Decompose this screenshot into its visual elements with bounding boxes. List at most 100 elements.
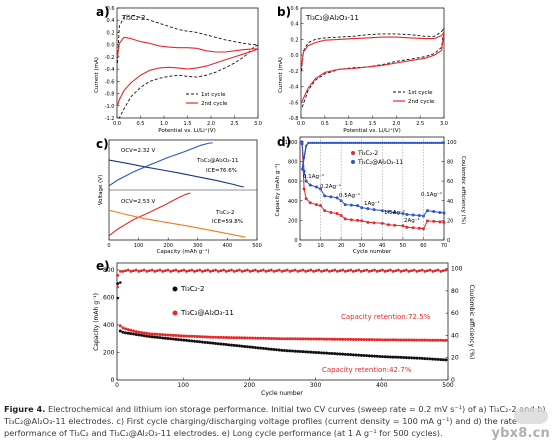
e-point-0-44 bbox=[232, 343, 236, 347]
e-point-0-90 bbox=[354, 353, 358, 357]
e-point-1-85 bbox=[341, 337, 345, 341]
e-ytick-label-0: 0 bbox=[111, 377, 115, 384]
e-point-1-72 bbox=[306, 337, 310, 341]
e-point-1-109 bbox=[404, 338, 408, 342]
c-xtick-label-5: 500 bbox=[252, 243, 262, 249]
e-point-1-47 bbox=[240, 336, 244, 340]
d-ce-point-26 bbox=[354, 141, 357, 144]
panel-a-legend-1: 1st cycle bbox=[201, 92, 226, 98]
e-point-0-88 bbox=[349, 353, 353, 357]
figure-canvas: a) Ti₃C₂-2 Current (mA) Potential vs. Li… bbox=[93, 5, 475, 397]
d-point-0-4 bbox=[314, 203, 318, 207]
e-point-1-22 bbox=[174, 333, 178, 337]
d-point-1-7 bbox=[329, 195, 333, 199]
e-ce-3-52 bbox=[254, 268, 257, 272]
d-xtick-label-1: 10 bbox=[317, 243, 323, 249]
d-point-1-15 bbox=[372, 208, 376, 212]
e-ce-3-42 bbox=[227, 269, 231, 272]
e-point-0-64 bbox=[285, 349, 289, 353]
e-point-1-15 bbox=[155, 332, 159, 336]
a-xtick-label-0: 0.0 bbox=[113, 121, 121, 127]
d-point-0-13 bbox=[360, 219, 364, 223]
e-point-0-124 bbox=[444, 358, 448, 362]
e-point-0-73 bbox=[309, 350, 313, 354]
e-point-0-56 bbox=[264, 347, 268, 351]
e-point-0-20 bbox=[169, 337, 173, 341]
e-ce-3-9 bbox=[140, 269, 143, 272]
a-ytick-label-1: -1.0 bbox=[105, 104, 115, 110]
b-ytick-label-0: -0.8 bbox=[289, 116, 299, 122]
panel-b-legend-1: 1st cycle bbox=[408, 90, 433, 96]
c-series-3 bbox=[108, 209, 246, 238]
e-point-1-6 bbox=[132, 329, 136, 333]
e-ce-3-17 bbox=[161, 270, 164, 273]
a-series-1 bbox=[116, 36, 259, 106]
a-ytick-label-3: -0.6 bbox=[105, 79, 115, 85]
e-point-0-122 bbox=[439, 358, 443, 362]
d-point-0-15 bbox=[372, 221, 376, 225]
e-point-0-40 bbox=[222, 342, 226, 346]
e-point-0-54 bbox=[259, 346, 263, 350]
e-point-1-93 bbox=[362, 338, 366, 342]
e-point-1-37 bbox=[214, 335, 218, 339]
panel-e-legend-2: Ti₃C₂@Al₂O₃-11 bbox=[180, 309, 234, 317]
d-xtick-label-3: 30 bbox=[359, 243, 365, 249]
d-ce-point-5 bbox=[311, 141, 314, 144]
e-point-0-12 bbox=[147, 335, 151, 339]
d-point-0-21 bbox=[411, 226, 415, 230]
e-point-1-43 bbox=[230, 336, 234, 340]
e2-ytick-label-0: 0 bbox=[451, 377, 455, 384]
d-ce-point-53 bbox=[409, 141, 413, 144]
a-ytick-label-6: 0.0 bbox=[107, 43, 115, 49]
e-point-1-23 bbox=[177, 334, 181, 338]
b-ytick-label-6: 0.4 bbox=[291, 22, 299, 28]
e-point-0-41 bbox=[224, 343, 228, 347]
d-point-0-20 bbox=[405, 225, 409, 229]
e-ce-3-108 bbox=[402, 269, 405, 272]
e-ce-3-62 bbox=[280, 270, 284, 273]
b-series-1 bbox=[300, 31, 445, 103]
e-ce-3-100 bbox=[381, 268, 384, 272]
e-ce-3-18 bbox=[164, 269, 167, 272]
panel-d-frame bbox=[299, 136, 445, 241]
watermark-badge bbox=[514, 408, 548, 424]
e-ce-3-116 bbox=[423, 270, 427, 273]
e-point-0-10 bbox=[142, 334, 146, 338]
e-point-1-74 bbox=[312, 337, 316, 341]
b-ytick-label-3: -0.2 bbox=[289, 69, 299, 75]
e-point-0-22 bbox=[174, 337, 178, 341]
e-point-1-67 bbox=[293, 337, 297, 341]
e-point-1-96 bbox=[370, 338, 374, 342]
e-point-0-7 bbox=[134, 332, 138, 336]
d-ce-point-11 bbox=[323, 141, 326, 144]
d-ce-point-2 bbox=[305, 144, 308, 147]
e-point-1-88 bbox=[349, 337, 353, 341]
e-point-0-89 bbox=[351, 353, 355, 357]
d-point-0-24 bbox=[426, 219, 430, 223]
d-point-1-6 bbox=[323, 194, 327, 198]
e-point-1-59 bbox=[272, 337, 276, 341]
e-point-0-83 bbox=[335, 352, 339, 356]
d-ce-point-33 bbox=[368, 141, 372, 144]
e-ce-3-22 bbox=[174, 268, 178, 272]
d-ce-point-45 bbox=[393, 141, 396, 144]
e-ce-3-89 bbox=[352, 270, 355, 273]
d-point-0-18 bbox=[393, 223, 397, 227]
e-point-0-67 bbox=[293, 349, 297, 353]
d-ce-point-61 bbox=[426, 141, 429, 144]
panel-e-retention-black: Capacity retention:42.7% bbox=[322, 366, 412, 374]
e-ce-3-8 bbox=[137, 270, 141, 273]
panel-e-frame bbox=[116, 262, 449, 381]
d-ce-point-20 bbox=[342, 141, 345, 144]
e-point-0-87 bbox=[346, 352, 350, 356]
d-point-0-5 bbox=[319, 204, 323, 208]
e-ce-3-14 bbox=[153, 270, 157, 273]
e-point-1-112 bbox=[412, 338, 416, 342]
e-ce-3-71 bbox=[304, 270, 307, 273]
d-series-0 bbox=[301, 143, 445, 230]
e-point-0-6 bbox=[132, 332, 136, 336]
e-point-0-62 bbox=[280, 348, 284, 352]
panel-a-letter: a) bbox=[96, 5, 110, 19]
panel-e-xlabel: Cycle number bbox=[261, 390, 303, 397]
e-ce-3-7 bbox=[134, 268, 138, 272]
